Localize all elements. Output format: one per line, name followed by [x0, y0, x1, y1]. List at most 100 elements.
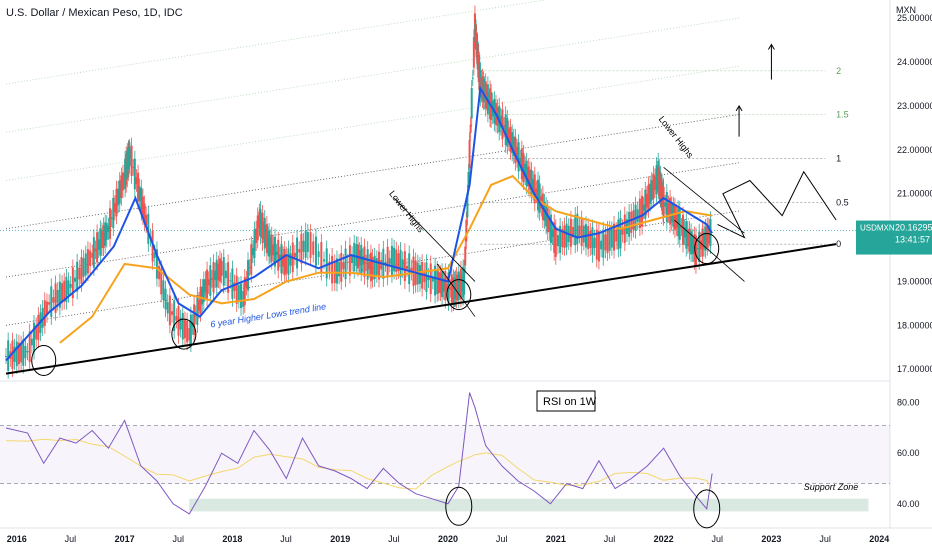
- price-candle: [606, 229, 609, 254]
- price-candle: [532, 178, 535, 193]
- time-axis-tick: Jul: [819, 534, 831, 544]
- price-candle: [688, 228, 691, 252]
- price-candle: [124, 158, 127, 190]
- price-candle: [647, 184, 650, 210]
- price-axis-unit: MXN: [896, 5, 916, 15]
- price-candle: [701, 228, 704, 257]
- lower-highs-line: [674, 219, 745, 282]
- support-zone: [189, 498, 869, 512]
- price-candle: [576, 213, 579, 244]
- price-candle: [615, 230, 618, 242]
- price-candle: [296, 237, 299, 269]
- price-candle: [247, 260, 250, 291]
- price-candle: [470, 88, 473, 119]
- price-candle: [54, 283, 57, 313]
- time-axis-tick: 2024: [869, 534, 889, 544]
- price-candle: [464, 246, 467, 266]
- price-candle: [431, 277, 434, 282]
- time-axis-tick: 2023: [761, 534, 781, 544]
- price-candle: [188, 327, 191, 341]
- price-candle: [511, 132, 514, 154]
- price-candle: [5, 356, 7, 358]
- price-candle: [608, 228, 611, 251]
- price-candle: [399, 249, 402, 278]
- price-axis-tick: 22.00000: [897, 145, 932, 155]
- price-candle: [675, 212, 678, 229]
- price-candle: [395, 249, 398, 273]
- up-arrow-head: [767, 43, 775, 50]
- price-candle: [179, 317, 182, 330]
- price-candle: [696, 248, 699, 250]
- price-candle: [207, 279, 210, 286]
- price-candle: [266, 234, 269, 248]
- price-candle: [533, 174, 536, 204]
- price-candle: [183, 319, 186, 339]
- price-candle: [233, 282, 236, 291]
- price-candle: [617, 219, 620, 250]
- price-candle: [215, 259, 218, 288]
- time-axis-tick: 2021: [546, 534, 566, 544]
- price-candle: [580, 218, 583, 247]
- price-candle: [137, 172, 140, 202]
- price-candle: [572, 226, 575, 236]
- price-candle: [342, 262, 345, 270]
- price-candle: [682, 214, 685, 245]
- price-candle: [444, 271, 447, 301]
- price-candle: [45, 301, 48, 315]
- price-candle: [664, 202, 667, 207]
- price-candle: [283, 248, 286, 276]
- price-candle: [11, 340, 14, 369]
- price-axis-tick: 24.00000: [897, 57, 932, 67]
- price-candle: [118, 180, 121, 204]
- price-candle: [388, 258, 391, 265]
- price-candle: [275, 251, 278, 256]
- price-candle: [522, 152, 525, 182]
- price-candle: [477, 51, 480, 82]
- channel-parallel-line: [5, 162, 740, 278]
- price-candle: [212, 261, 215, 293]
- time-axis-tick: Jul: [65, 534, 77, 544]
- price-badge[interactable]: [856, 220, 932, 255]
- price-candle: [153, 252, 156, 258]
- time-axis-tick: 2017: [115, 534, 135, 544]
- price-candle: [375, 258, 378, 275]
- price-candle: [427, 275, 430, 281]
- rsi-axis-tick: 40.00: [897, 499, 920, 509]
- time-axis-tick: 2018: [222, 534, 242, 544]
- price-candle: [209, 265, 212, 296]
- price-candle: [515, 146, 518, 160]
- lower-highs-line: [436, 263, 476, 317]
- price-candle: [517, 142, 520, 172]
- price-candle: [117, 188, 120, 206]
- price-candle: [703, 232, 706, 249]
- price-candle: [243, 277, 246, 306]
- price-candle: [196, 295, 199, 325]
- price-candle: [563, 225, 566, 248]
- price-candle: [263, 217, 266, 249]
- price-candle: [320, 241, 323, 273]
- price-candle: [242, 291, 245, 307]
- price-candle: [15, 341, 18, 367]
- price-candle: [91, 252, 94, 258]
- price-candle: [709, 219, 712, 247]
- price-candle: [164, 288, 167, 310]
- price-candle: [302, 240, 305, 252]
- rsi-axis-tick: 80.00: [897, 398, 920, 408]
- channel-parallel-line: [5, 0, 548, 85]
- price-candle: [467, 171, 470, 188]
- price-candle: [650, 180, 653, 201]
- price-candle: [259, 208, 262, 237]
- price-candle: [670, 204, 673, 223]
- price-candle: [26, 351, 29, 353]
- price-candle: [653, 176, 656, 191]
- price-candle: [482, 79, 485, 102]
- price-candle: [366, 249, 369, 280]
- price-candle: [453, 279, 456, 300]
- price-candle: [589, 230, 592, 248]
- price-candle: [672, 204, 675, 227]
- price-candle: [133, 158, 136, 190]
- price-candle: [56, 289, 59, 303]
- price-candle: [204, 279, 207, 293]
- price-candle: [685, 221, 688, 249]
